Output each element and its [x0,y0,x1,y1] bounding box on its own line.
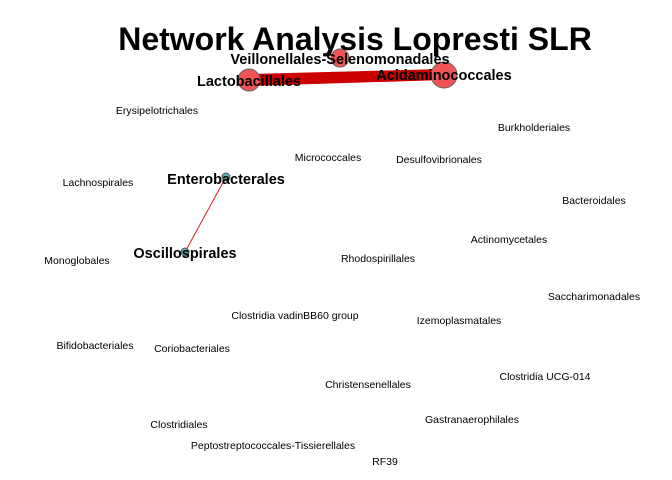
label-oscillospirales: Oscillospirales [133,246,236,262]
label-izemoplasmatales: Izemoplasmatales [417,315,502,327]
node-oscillospirales[interactable] [180,247,190,257]
edge-layer [184,69,444,253]
label-acidaminococcales: Acidaminococcales [376,68,511,84]
label-clostridia-vadin: Clostridia vadinBB60 group [231,310,358,322]
label-lactobacillales: Lactobacillales [197,74,301,90]
label-bifidobacteriales: Bifidobacteriales [56,340,133,352]
label-clostridia-ucg014: Clostridia UCG-014 [499,371,590,383]
label-bacteroidales: Bacteroidales [562,195,626,207]
label-coriobacteriales: Coriobacteriales [154,343,230,355]
label-monoglobales: Monoglobales [44,255,109,267]
node-lactobacillales[interactable] [237,68,261,92]
node-veillonellales[interactable] [330,48,350,68]
label-clostridiales: Clostridiales [150,419,207,431]
label-christensenellales: Christensenellales [325,379,411,391]
edge-lactobacillales-acidaminococcales [250,69,444,86]
label-rhodospirillales: Rhodospirillales [341,253,415,265]
label-veillonellales: Veillonellales-Selenomonadales [230,52,449,68]
label-peptostreptococcales: Peptostreptococcales-Tissierellales [191,440,355,452]
label-desulfovibrionales: Desulfovibrionales [396,154,482,166]
label-actinomycetales: Actinomycetales [471,234,547,246]
node-acidaminococcales[interactable] [430,61,458,89]
node-enterobacterales[interactable] [221,172,231,182]
label-layer: Veillonellales-Selenomonadales Lactobaci… [44,52,640,468]
label-erysipelotrichales: Erysipelotrichales [116,105,198,117]
label-micrococcales: Micrococcales [295,152,362,164]
label-lachnospirales: Lachnospirales [63,177,134,189]
label-gastranaerophilales: Gastranaerophilales [425,414,519,426]
label-enterobacterales: Enterobacterales [167,172,285,188]
diagram-title: Network Analysis Lopresti SLR [118,21,592,57]
label-saccharimonadales: Saccharimonadales [548,291,640,303]
label-burkholderiales: Burkholderiales [498,122,570,134]
edge-enterobacterales-oscillospirales [184,176,227,253]
label-rf39: RF39 [372,456,398,468]
node-layer [180,48,458,257]
